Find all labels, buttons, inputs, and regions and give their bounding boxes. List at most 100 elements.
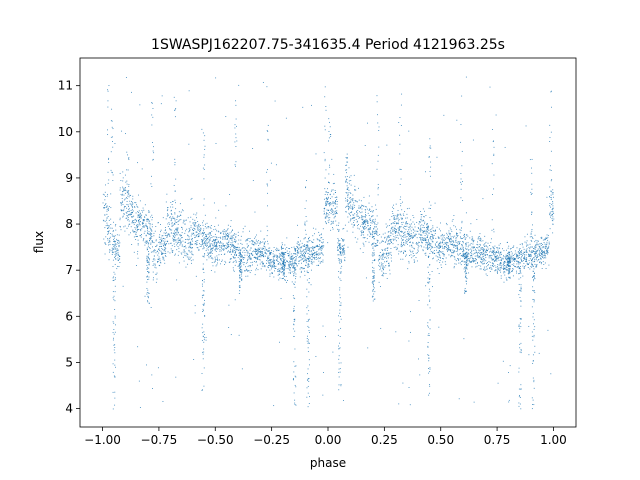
data-point xyxy=(214,226,216,227)
data-point xyxy=(334,203,336,205)
data-point xyxy=(364,222,366,224)
data-point xyxy=(114,248,116,250)
data-point xyxy=(480,253,482,255)
data-point xyxy=(305,259,307,261)
data-point xyxy=(214,239,216,241)
data-point xyxy=(420,227,422,229)
data-point xyxy=(212,250,213,252)
data-point xyxy=(306,259,308,261)
data-point xyxy=(290,271,292,273)
data-point xyxy=(220,240,221,242)
data-point xyxy=(251,253,253,255)
data-point xyxy=(521,255,523,257)
data-point xyxy=(230,250,231,252)
data-point xyxy=(422,208,424,210)
data-point xyxy=(128,209,130,210)
data-point xyxy=(151,233,153,235)
data-point xyxy=(273,254,275,256)
data-point xyxy=(214,243,216,245)
data-point xyxy=(166,243,167,244)
data-point xyxy=(216,236,218,238)
data-point xyxy=(491,252,493,254)
data-point xyxy=(206,237,208,239)
data-point xyxy=(329,193,331,195)
data-point xyxy=(194,237,196,239)
data-point xyxy=(211,248,213,250)
data-point xyxy=(484,235,486,237)
data-point xyxy=(347,188,349,190)
data-point xyxy=(464,253,465,255)
data-point xyxy=(376,224,378,226)
data-point xyxy=(453,237,454,239)
data-point xyxy=(330,209,331,211)
data-point xyxy=(213,239,215,240)
data-point xyxy=(142,222,144,224)
data-point xyxy=(234,246,236,247)
data-point xyxy=(501,253,502,255)
data-point xyxy=(113,337,114,339)
data-point xyxy=(482,254,484,256)
data-point xyxy=(438,256,440,258)
data-point xyxy=(111,250,113,251)
data-point xyxy=(383,273,385,275)
data-point xyxy=(146,256,148,258)
data-point xyxy=(174,232,176,234)
data-point xyxy=(249,249,251,251)
data-point xyxy=(414,260,416,262)
data-point xyxy=(225,238,226,240)
data-point xyxy=(107,232,109,234)
data-point xyxy=(147,261,149,263)
data-point xyxy=(438,252,440,254)
data-point xyxy=(517,255,519,257)
data-point xyxy=(550,215,552,217)
data-point xyxy=(349,197,351,199)
data-point xyxy=(351,211,353,213)
data-point xyxy=(372,300,374,302)
data-point xyxy=(178,237,180,239)
data-point xyxy=(243,247,245,249)
data-point xyxy=(472,258,474,259)
data-point xyxy=(505,268,507,270)
data-point xyxy=(483,263,485,265)
data-point xyxy=(126,215,128,217)
data-point xyxy=(286,247,288,248)
data-point xyxy=(345,180,347,182)
data-point xyxy=(114,240,116,242)
data-point xyxy=(423,231,425,232)
data-point xyxy=(357,210,359,211)
data-point xyxy=(326,212,327,214)
data-point xyxy=(412,255,414,257)
data-point xyxy=(147,301,149,303)
data-point xyxy=(282,252,284,254)
data-point xyxy=(432,241,434,243)
data-point xyxy=(529,268,531,270)
data-point xyxy=(417,252,418,254)
data-point xyxy=(428,226,429,228)
data-point xyxy=(386,226,387,228)
data-point xyxy=(162,240,164,242)
data-point xyxy=(454,244,456,246)
data-point xyxy=(299,251,301,253)
data-point xyxy=(342,240,344,241)
data-point xyxy=(260,255,262,257)
data-point xyxy=(429,319,431,321)
data-point xyxy=(226,248,227,250)
data-point xyxy=(372,211,374,213)
data-point xyxy=(132,207,134,209)
data-point xyxy=(377,222,379,224)
data-point xyxy=(399,213,401,215)
data-point xyxy=(283,276,285,277)
data-point xyxy=(541,236,543,238)
data-point xyxy=(205,223,206,225)
data-point xyxy=(356,214,358,216)
data-point xyxy=(465,270,467,272)
data-point xyxy=(152,277,154,279)
data-point xyxy=(430,243,432,245)
data-point xyxy=(504,271,506,273)
data-point xyxy=(371,242,373,244)
data-point xyxy=(177,223,179,225)
data-point xyxy=(319,240,321,242)
data-point xyxy=(108,242,110,244)
data-point xyxy=(277,261,279,262)
data-point xyxy=(360,207,361,209)
